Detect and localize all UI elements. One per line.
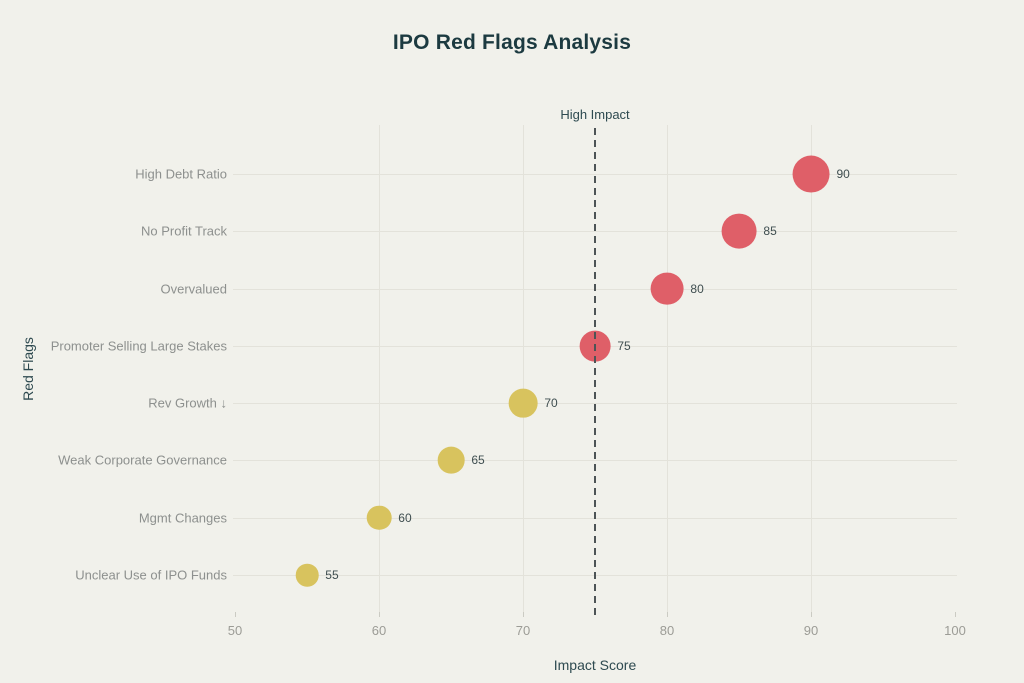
chart-title: IPO Red Flags Analysis — [392, 31, 632, 54]
bubble-value-label: 75 — [617, 338, 631, 353]
x-axis-tick — [955, 612, 956, 617]
bubble — [792, 155, 830, 193]
x-axis-title: Impact Score — [553, 657, 637, 673]
gridline-vertical — [523, 125, 524, 612]
category-label: Weak Corporate Governance — [58, 452, 227, 468]
x-tick-label: 90 — [803, 623, 819, 638]
category-label: Mgmt Changes — [138, 510, 227, 526]
category-label: Promoter Selling Large Stakes — [50, 338, 227, 354]
bubble-value-label: 80 — [690, 281, 704, 296]
category-label: High Debt Ratio — [135, 166, 227, 182]
bubble-value-label: 55 — [325, 567, 339, 582]
bubble-value-label: 65 — [471, 453, 485, 468]
category-label: No Profit Track — [141, 223, 227, 239]
bubble — [650, 272, 684, 305]
bubble — [437, 447, 465, 474]
gridline-vertical — [667, 125, 668, 612]
bubble-value-label: 70 — [544, 396, 558, 411]
bubble-value-label: 85 — [763, 224, 777, 239]
x-axis-tick — [379, 612, 380, 617]
x-axis-tick — [667, 612, 668, 617]
bubble — [508, 388, 538, 418]
gridline-vertical — [811, 125, 812, 612]
threshold-line — [594, 128, 596, 616]
x-axis-tick — [235, 612, 236, 617]
x-tick-label: 60 — [371, 623, 387, 638]
x-tick-label: 70 — [515, 623, 531, 638]
bubble — [366, 505, 392, 530]
x-tick-label: 80 — [659, 623, 675, 638]
bubble — [295, 563, 319, 587]
x-axis-tick — [811, 612, 812, 617]
bubble — [721, 213, 757, 249]
gridline-vertical — [379, 125, 380, 612]
x-tick-label: 100 — [944, 623, 966, 638]
bubble-value-label: 90 — [836, 167, 850, 181]
bubble-value-label: 60 — [398, 510, 412, 525]
category-label: Rev Growth ↓ — [148, 395, 227, 411]
x-axis-tick — [523, 612, 524, 617]
category-label: Overvalued — [160, 281, 227, 297]
x-tick-label: 50 — [227, 623, 243, 638]
category-label: Unclear Use of IPO Funds — [75, 567, 227, 583]
threshold-label: High Impact — [560, 107, 630, 122]
